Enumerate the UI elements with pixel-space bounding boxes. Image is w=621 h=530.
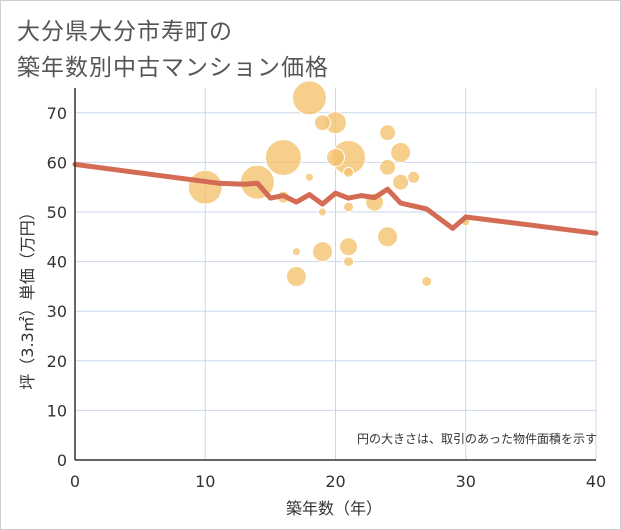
- tick-labels: 0 10 20 30 40 50 60 70 0 10 20 30 40: [47, 104, 607, 491]
- trend-series: [72, 161, 599, 236]
- x-tick-label: 30: [456, 472, 476, 491]
- bubble-point: [187, 169, 223, 205]
- bubble-point: [379, 124, 397, 142]
- bubble-point: [343, 256, 355, 268]
- y-axis-label: 坪（3.3㎡）単価（万円）: [18, 204, 37, 389]
- chart-title-line-2: 築年数別中古マンション価格: [17, 55, 329, 81]
- y-tick-label: 60: [47, 153, 67, 172]
- bubble-point: [317, 207, 327, 217]
- y-tick-label: 40: [47, 253, 67, 272]
- bubble-point: [264, 138, 302, 176]
- x-tick-label: 20: [325, 472, 345, 491]
- chart-title-line-1: 大分県大分市寿町の: [17, 19, 233, 45]
- bubble-point: [291, 247, 301, 257]
- x-tick-label: 10: [195, 472, 215, 491]
- y-tick-label: 70: [47, 104, 67, 123]
- y-tick-label: 10: [47, 401, 67, 420]
- bubble-point: [390, 141, 412, 163]
- x-tick-label: 40: [586, 472, 606, 491]
- bubble-point: [326, 147, 345, 167]
- bubble-point: [343, 166, 355, 178]
- bubble-point: [313, 114, 331, 132]
- bubble-point: [421, 275, 433, 287]
- bubble-point: [311, 241, 333, 263]
- y-tick-label: 0: [57, 451, 67, 470]
- bubble-point: [285, 265, 307, 287]
- bubble-point: [343, 201, 355, 213]
- bubble-point: [379, 158, 397, 176]
- bubble-point: [304, 172, 314, 182]
- average-price-line: [72, 161, 599, 236]
- x-axis-label: 築年数（年）: [286, 499, 382, 518]
- y-tick-label: 20: [47, 352, 67, 371]
- chart-title: 大分県大分市寿町の 築年数別中古マンション価格: [17, 14, 329, 86]
- bubble-point: [392, 173, 410, 191]
- bubble-size-note: 円の大きさは、取引のあった物件面積を示す: [357, 431, 597, 446]
- y-tick-label: 30: [47, 302, 67, 321]
- bubble-point: [407, 170, 421, 184]
- grid: [75, 88, 597, 460]
- x-tick-label: 0: [70, 472, 80, 491]
- bubble-point: [291, 80, 327, 116]
- bubble-point: [377, 226, 399, 248]
- bubble-point: [339, 237, 359, 257]
- axes: [74, 88, 596, 461]
- y-tick-label: 50: [47, 203, 67, 222]
